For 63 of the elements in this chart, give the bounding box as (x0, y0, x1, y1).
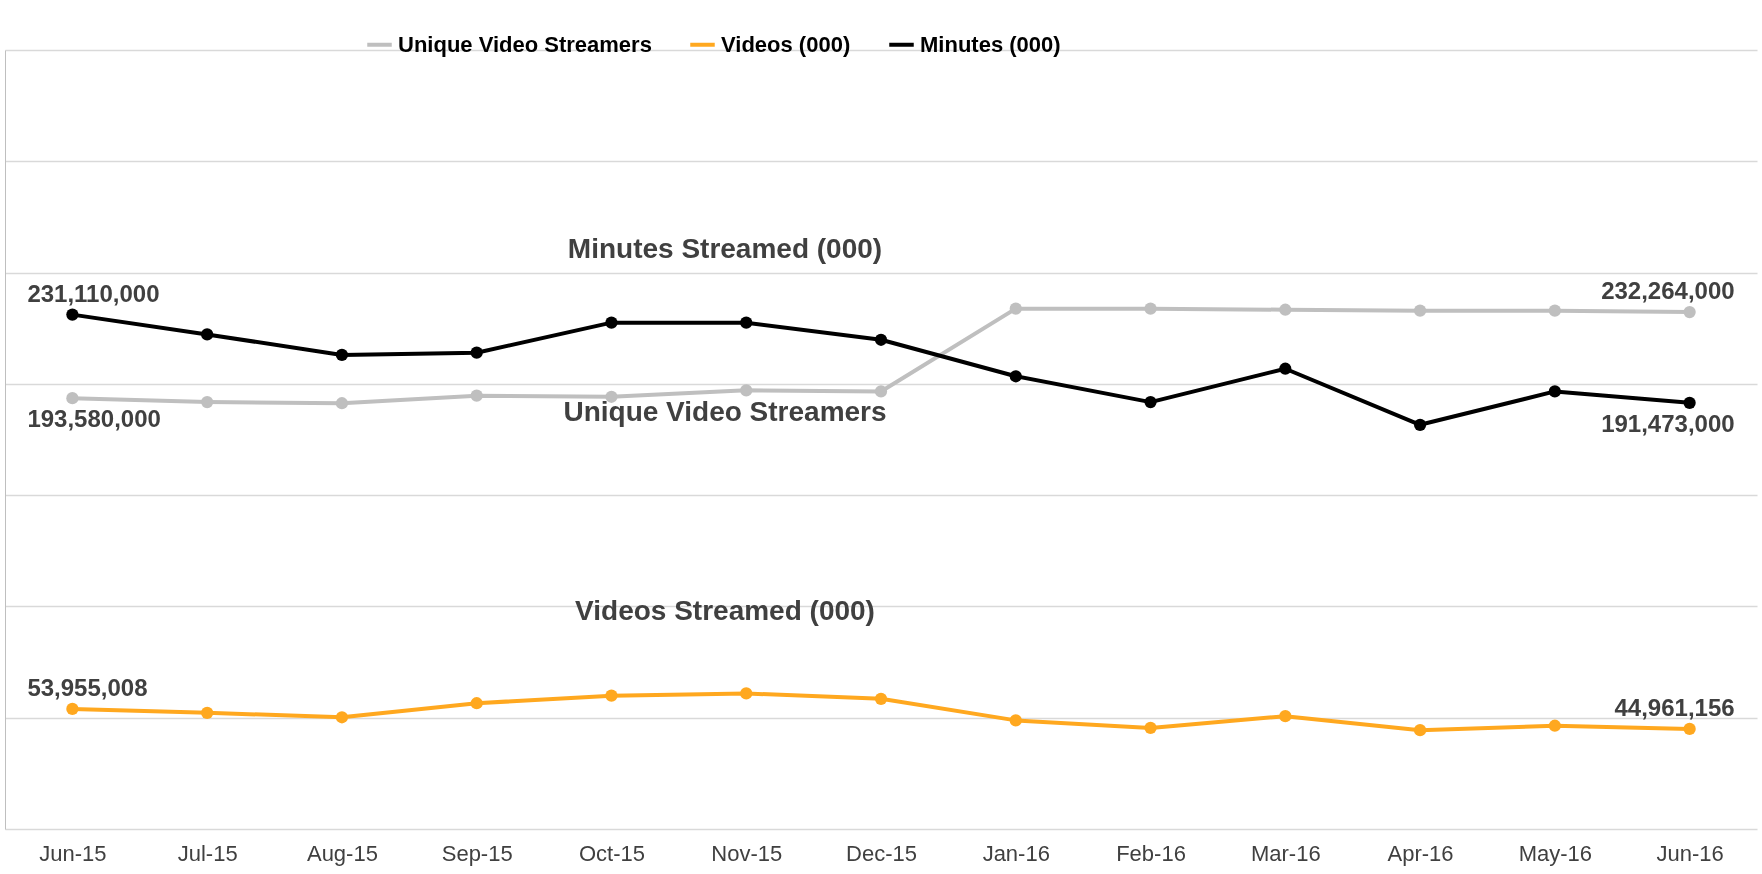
point (1279, 303, 1292, 316)
x-tick-label: Jan-16 (982, 840, 1050, 866)
x-tick-label: Oct-15 (578, 840, 645, 866)
point (1279, 710, 1292, 723)
x-tick-label: Aug-15 (306, 840, 378, 866)
point (740, 687, 753, 700)
point (1413, 724, 1427, 737)
x-tick-label: Mar-16 (1250, 840, 1321, 866)
x-tick-label: May-16 (1518, 840, 1593, 866)
point (66, 308, 79, 321)
point (874, 692, 888, 705)
x-tick-label: Feb-16 (1116, 840, 1186, 866)
point (1413, 304, 1427, 317)
point (1548, 304, 1561, 317)
point (874, 385, 888, 398)
point (335, 348, 349, 362)
data-label: 232,264,000 (1601, 277, 1735, 305)
annotation: Unique Video Streamers (563, 395, 887, 427)
annotation: Videos Streamed (000) (575, 595, 875, 627)
point (1413, 418, 1427, 431)
point (66, 702, 79, 716)
data-label: 191,473,000 (1601, 409, 1735, 437)
point (1683, 396, 1696, 409)
point (605, 316, 618, 329)
legend-label: Minutes (000) (920, 31, 1061, 57)
point (1548, 385, 1561, 398)
point (1009, 370, 1022, 383)
point (1144, 302, 1157, 315)
point (1683, 305, 1696, 319)
x-tick-label: Nov-15 (711, 840, 783, 866)
data-label: 53,955,008 (27, 673, 148, 701)
x-tick-label: Sep-15 (441, 840, 513, 866)
point (201, 328, 214, 341)
legend-label: Unique Video Streamers (398, 31, 652, 57)
point (874, 333, 888, 346)
point (1009, 302, 1022, 315)
point (1548, 719, 1561, 732)
point (66, 392, 79, 405)
data-label: 44,961,156 (1614, 693, 1735, 721)
point (1144, 396, 1157, 409)
x-tick-label: Jun-15 (39, 840, 107, 866)
point (1683, 722, 1696, 736)
point (470, 697, 483, 710)
point (740, 316, 753, 329)
point (740, 384, 753, 397)
point (1009, 714, 1022, 727)
data-label: 193,580,000 (27, 405, 161, 433)
annotation: Minutes Streamed (000) (567, 232, 883, 264)
point (605, 689, 618, 702)
x-tick-label: Jun-16 (1656, 840, 1724, 866)
point (470, 346, 483, 359)
point (201, 706, 214, 719)
x-tick-label: Apr-16 (1387, 840, 1454, 866)
x-tick-label: Dec-15 (846, 840, 917, 866)
point (335, 711, 349, 724)
point (201, 396, 214, 409)
legend-label: Videos (000) (721, 31, 851, 57)
point (1144, 721, 1157, 735)
point (1279, 362, 1292, 375)
data-label: 231,110,000 (27, 279, 160, 307)
point (335, 397, 349, 410)
x-tick-label: Jul-15 (177, 840, 238, 866)
point (470, 389, 483, 402)
